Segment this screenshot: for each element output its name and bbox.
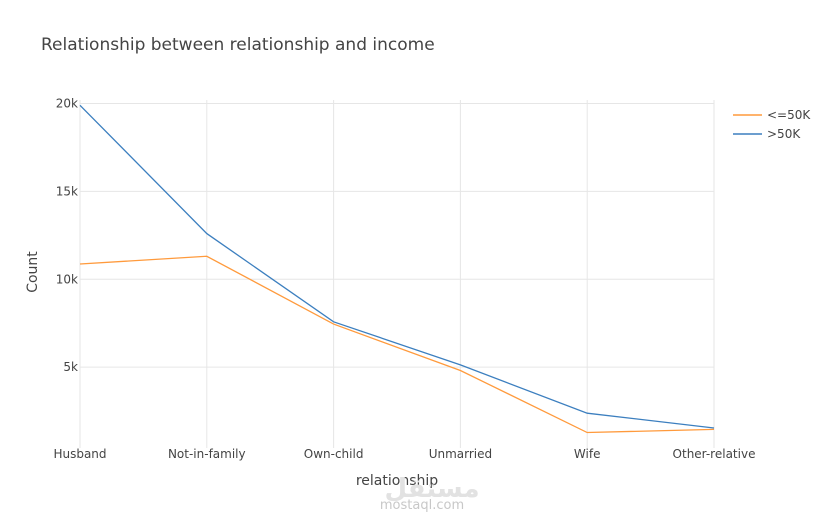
x-tick-label: Other-relative: [673, 447, 756, 461]
series-line-0: [79, 255, 715, 434]
legend[interactable]: <=50K >50K: [733, 108, 811, 141]
grid: [79, 100, 715, 448]
series-line-1: [79, 104, 715, 429]
x-tick-label: Unmarried: [429, 447, 492, 461]
chart-title: Relationship between relationship and in…: [41, 35, 435, 55]
legend-item-1[interactable]: >50K: [733, 127, 801, 141]
y-tick-label: 5k: [63, 360, 78, 374]
y-tick-label: 20k: [56, 97, 78, 111]
x-axis-ticks: Husband Not-in-family Own-child Unmarried Wi…: [53, 447, 755, 461]
y-tick-label: 15k: [56, 184, 78, 198]
series-lines: [79, 104, 715, 434]
watermark: mostaql.com: [380, 498, 464, 513]
x-axis-label: relationship: [356, 473, 438, 489]
y-axis-label: Count: [25, 251, 41, 293]
legend-label: <=50K: [767, 108, 811, 122]
y-tick-label: 10k: [56, 272, 78, 286]
y-axis-ticks: 5k 10k 15k 20k: [56, 97, 78, 375]
legend-label: >50K: [767, 127, 801, 141]
legend-item-0[interactable]: <=50K: [733, 108, 811, 122]
x-tick-label: Wife: [574, 447, 601, 461]
x-tick-label: Own-child: [304, 447, 364, 461]
watermark-arabic: مستقل: [384, 474, 479, 504]
x-tick-label: Husband: [53, 447, 106, 461]
x-tick-label: Not-in-family: [168, 447, 246, 461]
